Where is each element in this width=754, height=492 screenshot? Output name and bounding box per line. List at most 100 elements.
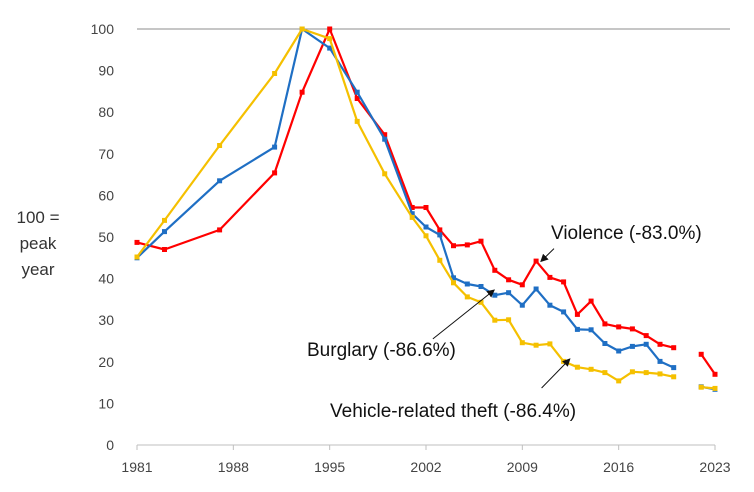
data-point-burglary xyxy=(588,327,594,333)
data-point-violence xyxy=(437,227,443,233)
data-point-violence xyxy=(327,26,333,32)
data-point-burglary xyxy=(602,341,608,346)
data-point-violence xyxy=(698,351,704,357)
data-point-violence xyxy=(423,205,429,210)
data-point-vehicle-related-theft xyxy=(299,26,305,32)
data-point-vehicle-related-theft xyxy=(354,118,360,124)
annotation-label-burglary: Burglary (-86.6%) xyxy=(307,340,456,361)
data-point-violence xyxy=(451,243,456,249)
y-axis-label-line-3: year xyxy=(21,260,54,279)
data-point-vehicle-related-theft xyxy=(437,257,443,263)
y-tick-label: 0 xyxy=(106,437,114,453)
x-tick-label: 1995 xyxy=(314,459,345,475)
data-point-violence xyxy=(712,371,718,377)
annotation-label-vehicle-related-theft: Vehicle-related theft (-86.4%) xyxy=(330,401,576,422)
annotation-burglary: Burglary (-86.6%) xyxy=(307,289,495,361)
data-point-burglary xyxy=(162,229,167,235)
data-point-violence xyxy=(616,324,622,330)
data-point-burglary xyxy=(327,45,333,51)
data-point-vehicle-related-theft xyxy=(657,371,663,377)
data-point-violence xyxy=(409,205,415,210)
data-point-violence xyxy=(657,341,663,347)
data-point-burglary xyxy=(506,290,512,296)
data-point-violence xyxy=(643,333,649,339)
x-tick-label: 1981 xyxy=(121,459,152,475)
y-tick-label: 10 xyxy=(98,395,114,411)
data-point-burglary xyxy=(671,365,677,371)
series-line-vehicle-related-theft xyxy=(136,27,674,382)
data-point-burglary xyxy=(382,136,388,142)
data-point-vehicle-related-theft xyxy=(451,280,456,286)
data-point-vehicle-related-theft xyxy=(423,233,429,239)
data-point-vehicle-related-theft xyxy=(134,254,140,260)
data-point-violence xyxy=(574,311,580,317)
y-tick-label: 30 xyxy=(98,312,114,328)
y-tick-label: 90 xyxy=(98,63,114,79)
data-point-violence xyxy=(561,279,567,285)
annotation-arrow-violence xyxy=(540,248,555,263)
data-point-vehicle-related-theft xyxy=(327,36,333,42)
axes: 0 10 20 30 40 50 60 70 80 90 100 1981 1988 1995 2002 20… xyxy=(91,21,731,475)
data-point-violence xyxy=(217,227,223,233)
data-point-violence xyxy=(354,96,360,101)
y-tick-label: 40 xyxy=(98,271,114,287)
series-layer xyxy=(134,26,718,392)
data-point-vehicle-related-theft xyxy=(272,71,278,76)
data-point-burglary xyxy=(217,178,223,184)
data-point-vehicle-related-theft xyxy=(547,341,553,347)
y-tick-label: 100 xyxy=(91,21,115,37)
data-point-vehicle-related-theft xyxy=(162,217,167,223)
x-tick-label: 2009 xyxy=(507,459,538,475)
data-point-burglary xyxy=(561,309,567,315)
data-point-burglary xyxy=(533,286,539,292)
data-point-violence xyxy=(629,326,635,332)
data-point-vehicle-related-theft xyxy=(217,143,223,148)
annotation-layer: Violence (-83.0%) Burglary (-86.6%) Vehicl… xyxy=(307,223,702,422)
data-point-burglary xyxy=(409,211,415,217)
y-tick-label: 20 xyxy=(98,354,114,370)
data-point-violence xyxy=(464,242,470,248)
data-point-vehicle-related-theft xyxy=(629,369,635,375)
data-point-violence xyxy=(519,282,525,288)
series-violence xyxy=(134,26,718,377)
series-line-violence xyxy=(136,27,674,349)
y-tick-label: 80 xyxy=(98,104,114,120)
data-point-vehicle-related-theft xyxy=(519,340,525,346)
data-point-violence xyxy=(547,274,553,280)
x-tick-label: 2016 xyxy=(603,459,634,475)
data-point-burglary xyxy=(657,358,663,364)
data-point-vehicle-related-theft xyxy=(616,378,622,384)
data-point-burglary xyxy=(451,275,456,281)
data-point-vehicle-related-theft xyxy=(643,370,649,376)
y-tick-label: 60 xyxy=(98,187,114,203)
data-point-vehicle-related-theft xyxy=(671,374,677,380)
annotation-label-violence: Violence (-83.0%) xyxy=(551,223,702,244)
data-point-violence xyxy=(588,298,594,304)
data-point-burglary xyxy=(629,343,635,349)
data-point-vehicle-related-theft xyxy=(698,384,704,390)
y-axis-label: 100 = peak year xyxy=(16,208,59,279)
annotation-arrow-vehicle-related-theft xyxy=(541,358,571,389)
annotation-arrow-burglary xyxy=(432,289,495,340)
x-tick-label: 1988 xyxy=(218,459,249,475)
data-point-violence xyxy=(382,132,388,138)
data-point-burglary xyxy=(478,284,484,289)
data-point-vehicle-related-theft xyxy=(409,214,415,220)
data-point-burglary xyxy=(519,302,525,308)
data-point-burglary xyxy=(574,326,580,332)
data-point-violence xyxy=(533,258,539,264)
data-point-vehicle-related-theft xyxy=(506,317,512,323)
x-tick-label: 2002 xyxy=(410,459,441,475)
data-point-burglary xyxy=(547,302,553,308)
data-point-burglary xyxy=(437,232,443,238)
y-tick-label: 50 xyxy=(98,229,114,245)
annotation-violence: Violence (-83.0%) xyxy=(540,223,702,263)
data-point-vehicle-related-theft xyxy=(574,364,580,370)
data-point-vehicle-related-theft xyxy=(533,342,539,348)
data-point-violence xyxy=(299,89,305,95)
data-point-vehicle-related-theft xyxy=(464,294,470,300)
data-point-violence xyxy=(602,321,608,327)
data-point-vehicle-related-theft xyxy=(602,370,608,376)
data-point-burglary xyxy=(616,348,622,354)
